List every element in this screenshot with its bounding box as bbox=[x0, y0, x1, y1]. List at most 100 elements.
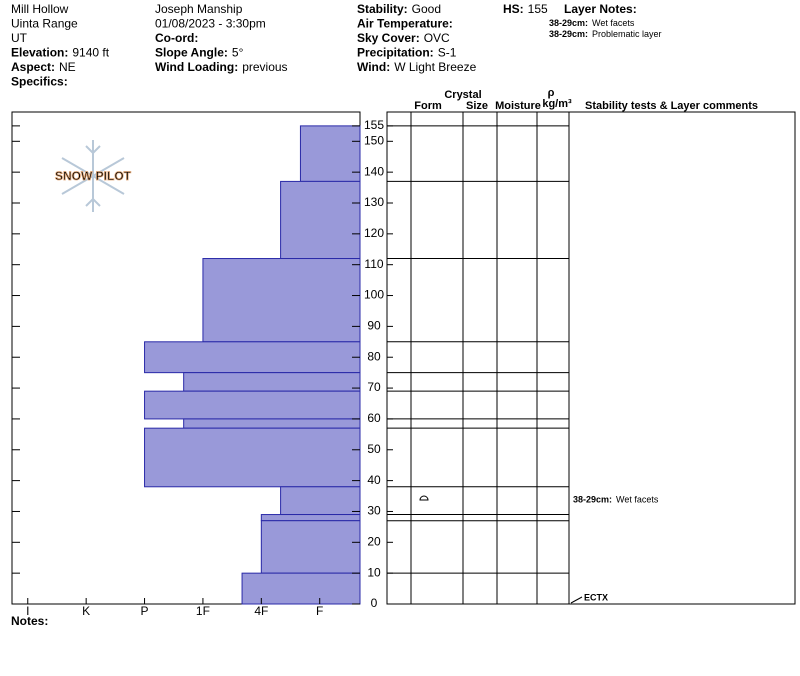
x-tick-label: 1F bbox=[196, 604, 210, 618]
x-tick-label: P bbox=[141, 604, 149, 618]
table-header: Crystal bbox=[444, 89, 481, 101]
y-tick-label: 80 bbox=[367, 349, 381, 363]
field-value: OVC bbox=[424, 31, 450, 45]
y-tick-label: 20 bbox=[367, 534, 381, 548]
header-field: Specifics: bbox=[11, 75, 68, 89]
table-frame bbox=[386, 111, 796, 605]
field-value: 155 bbox=[528, 2, 548, 16]
header-field: UT bbox=[11, 31, 28, 45]
x-tick-label: K bbox=[82, 604, 90, 618]
field-label: Stability: bbox=[357, 2, 408, 16]
field-label: 38-29cm: bbox=[549, 29, 588, 39]
field-value: Mill Hollow bbox=[11, 2, 69, 16]
header-field: Elevation: 9140 ft bbox=[11, 46, 110, 60]
field-label: Wind Loading: bbox=[155, 60, 238, 74]
x-tick-label: I bbox=[26, 604, 29, 618]
stability-test: ECTX bbox=[584, 592, 608, 602]
logo-flake bbox=[61, 140, 125, 212]
header-field: Precipitation: S-1 bbox=[357, 46, 457, 60]
x-tick-label: 4F bbox=[254, 604, 268, 618]
hardness-bar bbox=[183, 372, 361, 392]
y-tick-label: 140 bbox=[364, 164, 384, 178]
y-tick-label: 30 bbox=[367, 504, 381, 518]
field-label: Elevation: bbox=[11, 46, 68, 60]
header-field: Stability: Good bbox=[357, 2, 441, 16]
header-field: Air Temperature: bbox=[357, 17, 453, 31]
hardness-bar bbox=[241, 572, 361, 605]
field-value: Problematic layer bbox=[592, 29, 662, 39]
hardness-bar bbox=[144, 390, 361, 420]
field-label: Co-ord: bbox=[155, 31, 198, 45]
hs-field: HS: 155 bbox=[503, 2, 548, 16]
header-field: Co-ord: bbox=[155, 31, 198, 45]
field-value: 5° bbox=[232, 46, 244, 60]
hardness-bar bbox=[260, 514, 361, 522]
header-field: Joseph Manship bbox=[155, 2, 243, 16]
field-label: Aspect: bbox=[11, 60, 55, 74]
field-label: Precipitation: bbox=[357, 46, 434, 60]
field-value: previous bbox=[242, 60, 287, 74]
layer-comment: 38-29cm: Wet facets bbox=[573, 495, 659, 505]
y-tick-label: 40 bbox=[367, 473, 381, 487]
y-tick-label: 120 bbox=[364, 226, 384, 240]
table-header: kg/m³ bbox=[542, 98, 572, 110]
field-value: Uinta Range bbox=[11, 17, 78, 31]
field-value: Good bbox=[412, 2, 441, 16]
field-value: Wet facets bbox=[616, 495, 659, 505]
table-header: Size bbox=[466, 100, 488, 112]
table-header: ρ bbox=[548, 87, 555, 99]
header-field: Sky Cover: OVC bbox=[357, 31, 450, 45]
layer-note: 38-29cm: Problematic layer bbox=[549, 29, 662, 39]
header-field: 01/08/2023 - 3:30pm bbox=[155, 17, 266, 31]
field-value: S-1 bbox=[438, 46, 457, 60]
hardness-bar bbox=[260, 520, 361, 574]
table-header: Form bbox=[414, 100, 442, 112]
y-tick-label: 60 bbox=[367, 411, 381, 425]
field-value: UT bbox=[11, 31, 28, 45]
table-header: Stability tests & Layer comments bbox=[585, 100, 758, 112]
header-field: Aspect: NE bbox=[11, 60, 76, 74]
field-value: 9140 ft bbox=[72, 46, 109, 60]
field-label: 38-29cm: bbox=[573, 495, 612, 505]
y-tick-label: 155 bbox=[364, 118, 384, 132]
y-tick-label: 110 bbox=[364, 257, 383, 271]
hardness-bar bbox=[299, 125, 361, 182]
field-value: Wet facets bbox=[592, 18, 635, 28]
y-tick-label: 130 bbox=[364, 195, 384, 209]
field-label: Slope Angle: bbox=[155, 46, 228, 60]
header-field: Slope Angle: 5° bbox=[155, 46, 244, 60]
field-value: NE bbox=[59, 60, 76, 74]
field-value: W Light Breeze bbox=[394, 60, 476, 74]
header-field: Mill Hollow bbox=[11, 2, 69, 16]
header-field: Wind: W Light Breeze bbox=[357, 60, 477, 74]
field-label: Specifics: bbox=[11, 75, 68, 89]
hardness-bar bbox=[202, 258, 361, 343]
field-value: 01/08/2023 - 3:30pm bbox=[155, 17, 266, 31]
y-tick-label: 10 bbox=[367, 565, 381, 579]
header-field: Uinta Range bbox=[11, 17, 78, 31]
field-label: Sky Cover: bbox=[357, 31, 420, 45]
header-field: Wind Loading: previous bbox=[155, 60, 288, 74]
field-value: Joseph Manship bbox=[155, 2, 243, 16]
field-label: 38-29cm: bbox=[549, 18, 588, 28]
table-header: Moisture bbox=[495, 100, 541, 112]
watermark: SNOW PILOT bbox=[55, 169, 132, 183]
layer-notes-title: Layer Notes: bbox=[564, 2, 637, 16]
y-tick-label: 150 bbox=[364, 133, 384, 147]
layer-note: 38-29cm: Wet facets bbox=[549, 18, 635, 28]
y-tick-label: 0 bbox=[371, 596, 378, 610]
hardness-bar bbox=[280, 180, 361, 260]
hardness-bar bbox=[144, 341, 361, 374]
field-label: HS: bbox=[503, 2, 524, 16]
table-columns bbox=[410, 112, 570, 604]
field-label: Wind: bbox=[357, 60, 390, 74]
x-tick-label: F bbox=[316, 604, 323, 618]
y-tick-label: 70 bbox=[367, 380, 381, 394]
hardness-bar bbox=[280, 486, 361, 516]
notes-label: Notes: bbox=[11, 614, 48, 628]
y-tick-label: 50 bbox=[367, 442, 381, 456]
y-tick-label: 100 bbox=[364, 288, 384, 302]
hardness-bar bbox=[183, 418, 361, 429]
